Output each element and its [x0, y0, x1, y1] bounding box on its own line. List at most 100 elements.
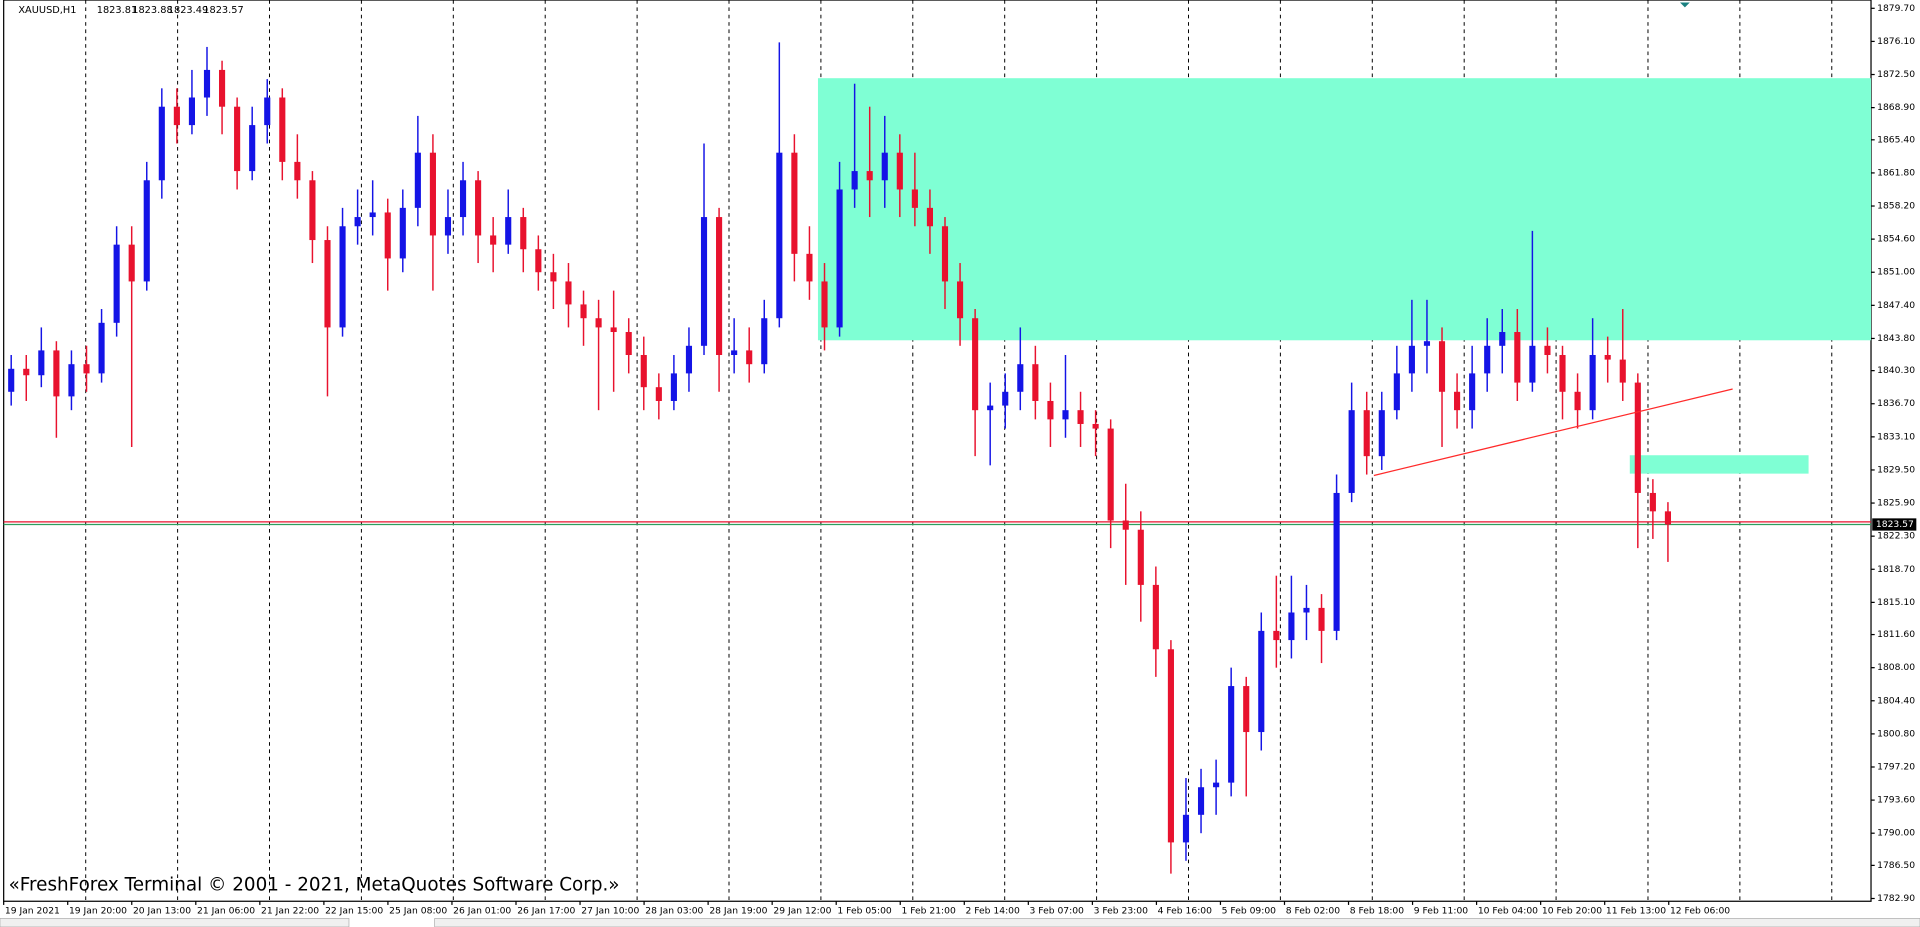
- candle-body: [399, 207, 406, 259]
- header-high: 1823.88: [132, 5, 172, 16]
- candle-body: [1604, 355, 1611, 360]
- y-tick-label: 1815.10: [1877, 597, 1915, 608]
- candle-body: [776, 152, 783, 319]
- candle-body: [1589, 355, 1596, 411]
- candle-body: [369, 212, 376, 218]
- y-tick-label: 1804.40: [1877, 695, 1915, 706]
- x-tick-label: 10 Feb 04:00: [1478, 906, 1538, 917]
- y-tick-label: 1822.30: [1877, 531, 1915, 542]
- x-tick-label: 2 Feb 14:00: [966, 906, 1021, 917]
- y-tick-label: 1851.00: [1877, 267, 1915, 278]
- candle-body: [309, 180, 316, 241]
- y-tick-label: 1872.50: [1877, 69, 1915, 80]
- candle-body: [324, 240, 331, 328]
- candle-body: [520, 217, 527, 250]
- x-tick-label: 1 Feb 21:00: [901, 906, 956, 917]
- y-tick-label: 1833.10: [1877, 431, 1915, 442]
- candle-body: [700, 217, 708, 346]
- candle-body: [279, 97, 286, 162]
- candle-body: [98, 322, 105, 374]
- candle-body: [821, 281, 828, 328]
- candle-body: [1152, 584, 1159, 650]
- header-low: 1823.49: [168, 5, 208, 16]
- marker: [1680, 2, 1690, 8]
- candle-body: [941, 226, 949, 282]
- candle-body: [1499, 332, 1506, 346]
- candle-body: [173, 106, 180, 126]
- watermark: «FreshForex Terminal © 2001 - 2021, Meta…: [9, 874, 620, 895]
- candle-body: [1348, 410, 1355, 493]
- candle-body: [53, 350, 60, 397]
- zone: [817, 78, 1872, 341]
- y-tick-label: 1847.40: [1877, 300, 1915, 311]
- candle-body: [339, 226, 346, 328]
- x-tick-label: 19 Jan 20:00: [69, 906, 127, 917]
- candle-body: [1258, 630, 1265, 733]
- candle-body: [234, 106, 241, 172]
- x-tick-label: 28 Jan 19:00: [709, 906, 767, 917]
- x-tick-label: 26 Jan 01:00: [453, 906, 511, 917]
- candle-body: [429, 152, 436, 236]
- y-tick-label: 1793.60: [1877, 795, 1915, 806]
- candle-body: [1273, 630, 1280, 641]
- candle-body: [896, 152, 903, 190]
- current-price-label: 1823.57: [1876, 519, 1914, 530]
- candle-body: [957, 281, 964, 319]
- y-tick-label: 1858.20: [1877, 201, 1915, 212]
- y-tick-label: 1829.50: [1877, 464, 1915, 475]
- candle-body: [640, 355, 647, 388]
- x-tick-label: 9 Feb 11:00: [1414, 906, 1469, 917]
- candle-body: [113, 244, 120, 323]
- candle-body: [158, 106, 165, 181]
- candle-body: [490, 235, 497, 245]
- candle-body: [1634, 382, 1641, 493]
- y-tick-label: 1825.90: [1877, 498, 1915, 509]
- y-tick-label: 1879.70: [1877, 3, 1915, 14]
- candle-body: [655, 387, 662, 401]
- candle-body: [595, 318, 602, 328]
- y-tick-label: 1808.00: [1877, 662, 1915, 673]
- candle-body: [1559, 355, 1566, 392]
- candle-body: [550, 272, 557, 282]
- candle-body: [972, 318, 979, 411]
- candle-body: [444, 217, 452, 236]
- y-tick-label: 1786.50: [1877, 860, 1915, 871]
- x-tick-label: 11 Feb 13:00: [1606, 906, 1666, 917]
- candle-body: [1318, 607, 1325, 631]
- x-tick-label: 25 Jan 08:00: [389, 906, 447, 917]
- candle-body: [1077, 410, 1084, 424]
- x-tick-label: 22 Jan 15:00: [325, 906, 383, 917]
- candle-body: [1182, 814, 1190, 843]
- x-tick-label: 20 Jan 13:00: [133, 906, 191, 917]
- x-tick-label: 5 Feb 09:00: [1222, 906, 1277, 917]
- candle-body: [8, 368, 15, 392]
- candle-body: [1484, 345, 1491, 374]
- x-tick-label: 10 Feb 20:00: [1542, 906, 1602, 917]
- candle-body: [1228, 686, 1235, 783]
- x-tick-label: 4 Feb 16:00: [1158, 906, 1213, 917]
- y-tick-label: 1797.20: [1877, 761, 1915, 772]
- candle-body: [249, 125, 256, 172]
- candle-body: [475, 180, 482, 236]
- candle-body: [384, 212, 391, 259]
- x-tick-label: 3 Feb 07:00: [1030, 906, 1085, 917]
- candle-body: [1213, 782, 1220, 788]
- y-tick-label: 1865.40: [1877, 134, 1915, 145]
- candle-body: [1047, 400, 1054, 420]
- y-tick-label: 1854.60: [1877, 234, 1915, 245]
- candle-body: [1393, 373, 1400, 411]
- y-tick-label: 1818.70: [1877, 564, 1915, 575]
- x-tick-label: 8 Feb 18:00: [1350, 906, 1405, 917]
- candle-body: [68, 364, 75, 397]
- candle-body: [806, 253, 813, 282]
- y-tick-label: 1800.80: [1877, 728, 1915, 739]
- x-tick-label: 26 Jan 17:00: [517, 906, 575, 917]
- candle-body: [926, 207, 933, 227]
- candle-body: [911, 189, 918, 208]
- candle-body: [670, 373, 677, 401]
- candle-body: [143, 180, 150, 282]
- candle-body: [746, 350, 753, 365]
- candle-body: [1363, 410, 1370, 457]
